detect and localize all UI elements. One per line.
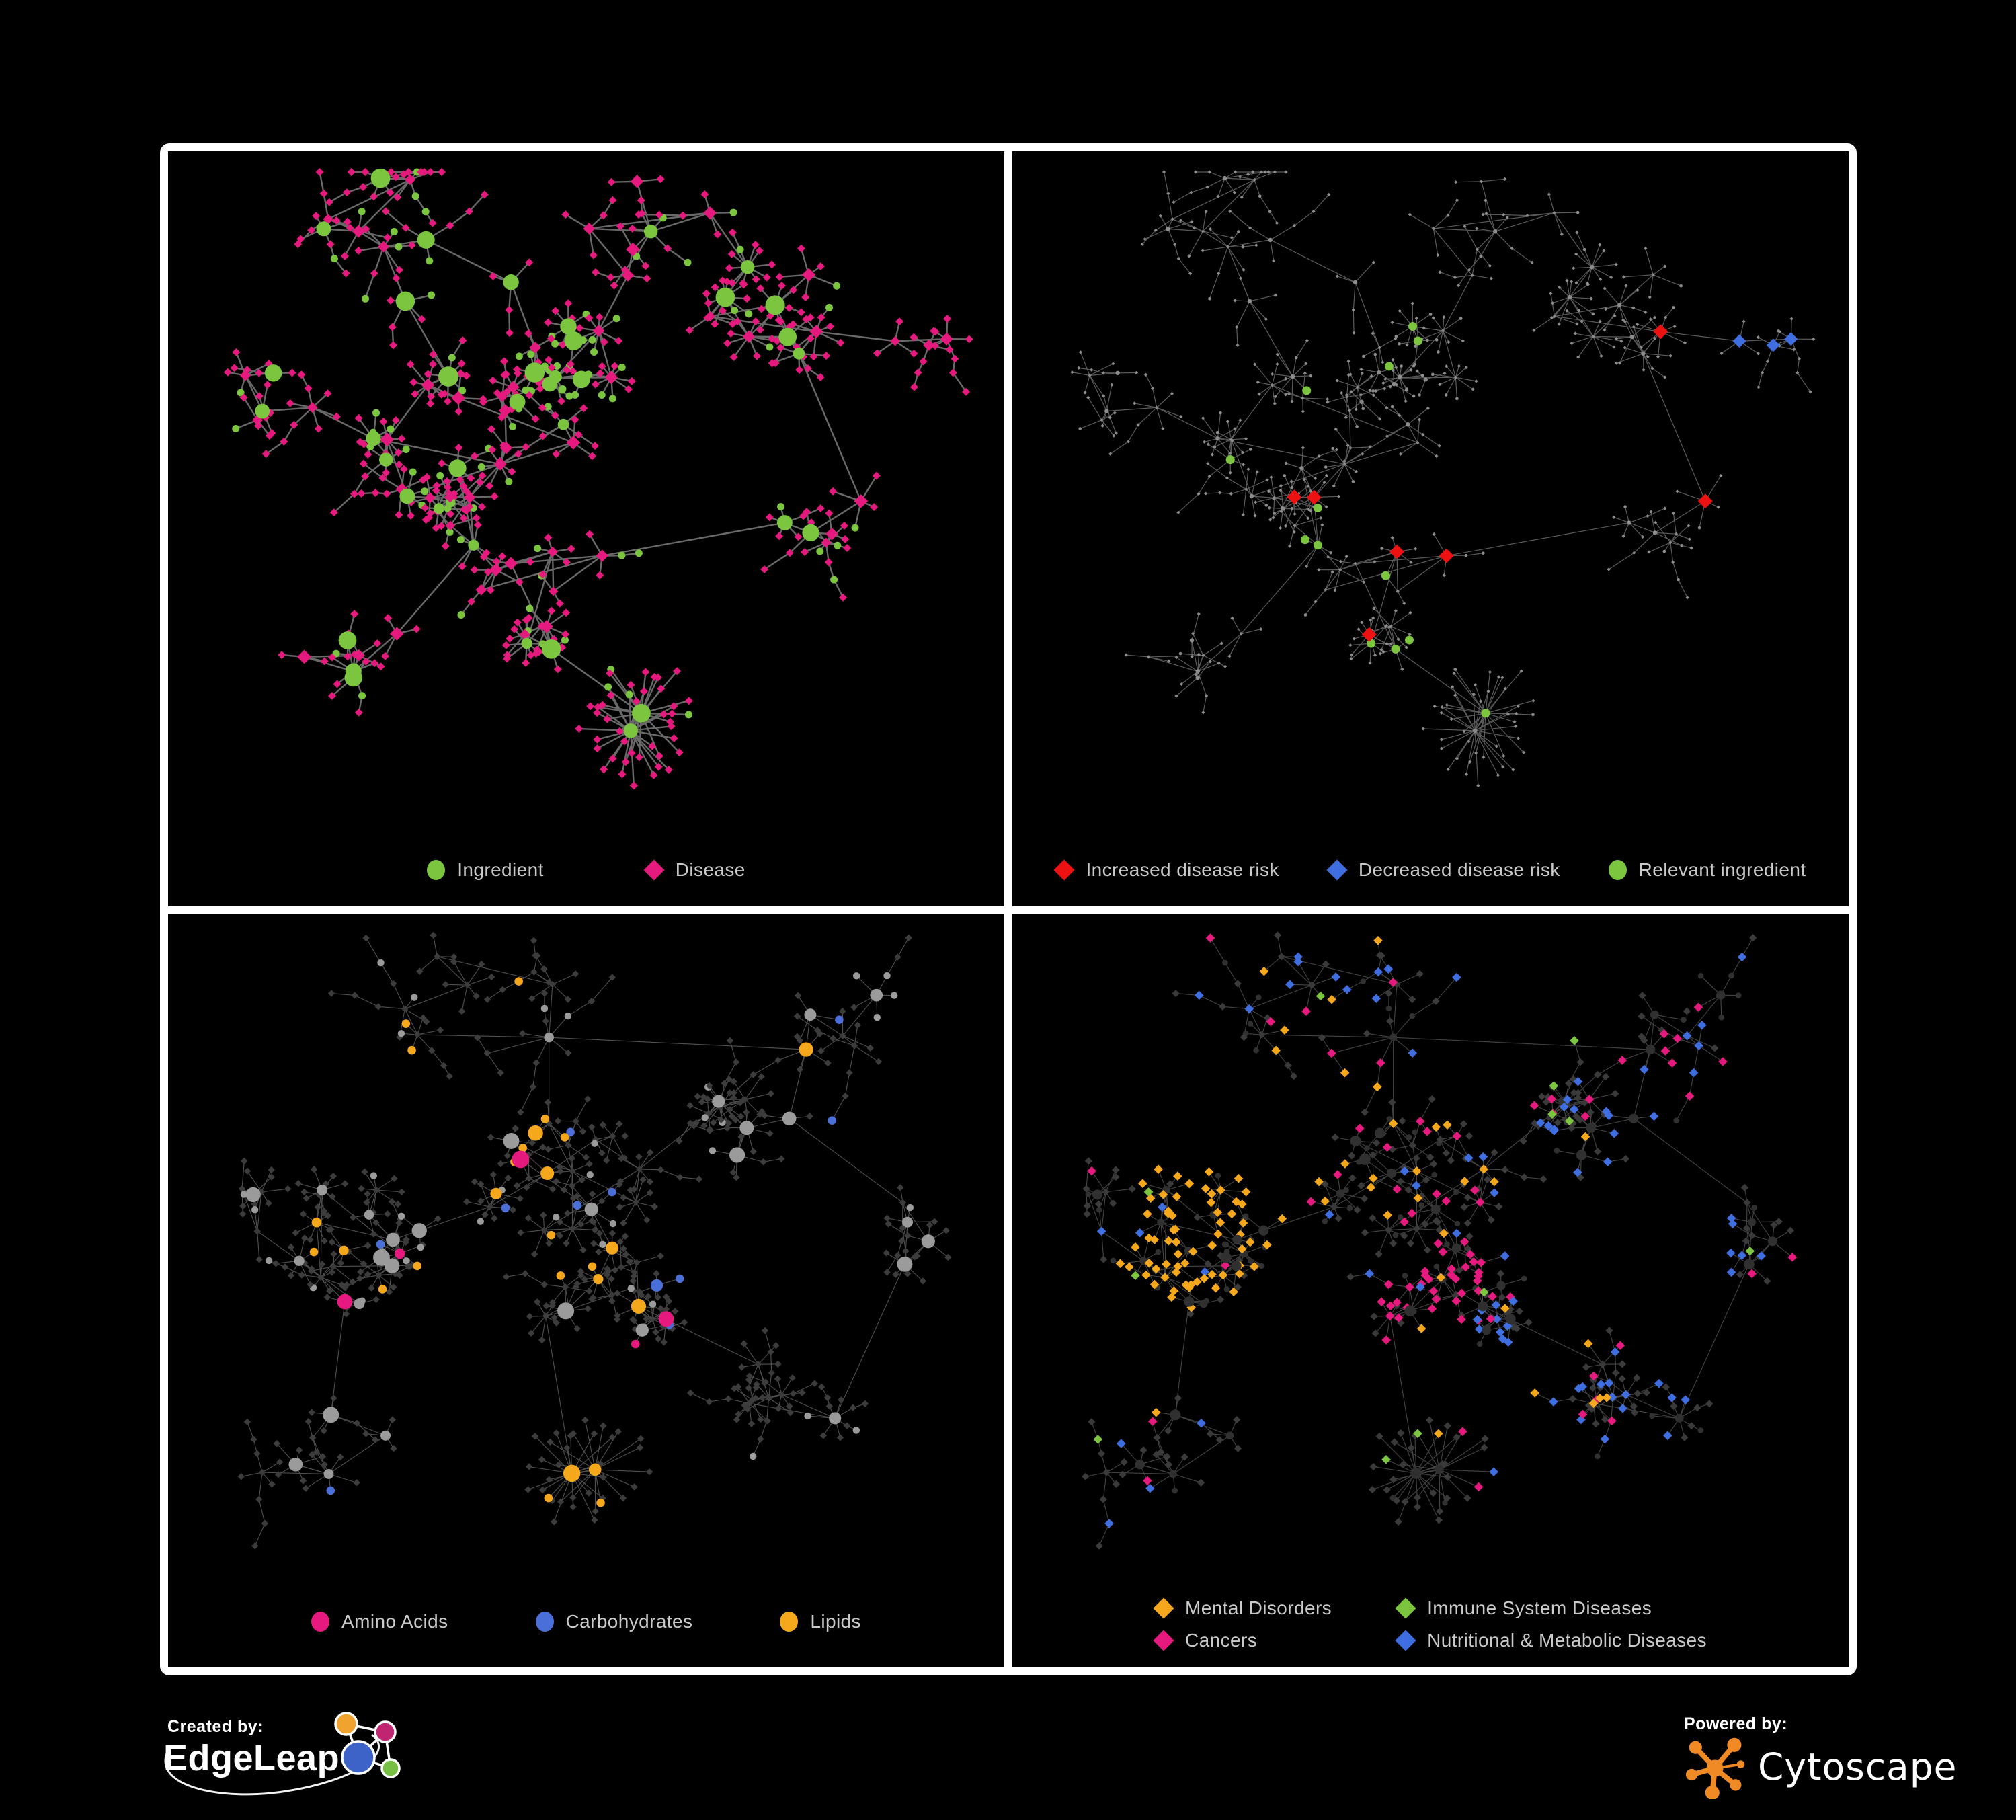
relevant-ingredient-marker-icon [1608, 860, 1627, 880]
legend-label: Nutritional & Metabolic Diseases [1427, 1630, 1707, 1651]
graph-nodes [237, 931, 952, 1550]
legend-label: Mental Disorders [1185, 1597, 1332, 1618]
powered-by-label: Powered by: [1684, 1714, 1788, 1733]
carbohydrates-marker-icon [535, 1612, 554, 1632]
legend-label: Lipids [810, 1611, 861, 1632]
legend-item: Relevant ingredient [1608, 859, 1806, 881]
mental-disorders-marker-icon [1153, 1597, 1174, 1619]
four-panel-frame: Ingredient Disease Increased disease ris… [160, 143, 1857, 1675]
network-graph-disease-categories [1082, 931, 1798, 1550]
legend-item: Cancers [1153, 1630, 1258, 1651]
legend-item: Disease [643, 859, 745, 881]
network-graph-nutrient-categories [237, 931, 952, 1550]
legend-item: Nutritional & Metabolic Diseases [1395, 1630, 1707, 1651]
legend-item: Increased disease risk [1053, 859, 1279, 881]
graph-nodes [1082, 931, 1798, 1550]
panel-disease-categories: Mental Disorders Immune System Diseases … [1012, 914, 1849, 1667]
lipids-marker-icon [780, 1612, 799, 1632]
legend-label: Amino Acids [341, 1611, 448, 1632]
legend-ingredient-disease: Ingredient Disease [168, 859, 1004, 881]
graph-edges [241, 935, 949, 1546]
graph-edges [227, 171, 969, 786]
network-graph-ingredient-disease [223, 168, 973, 790]
legend-label: Increased disease risk [1086, 859, 1279, 880]
network-graph-disease-risk [1070, 170, 1816, 788]
increased-risk-marker-icon [1053, 859, 1076, 881]
legend-label: Immune System Diseases [1427, 1597, 1652, 1618]
decreased-risk-marker-icon [1326, 859, 1348, 881]
disease-marker-icon [643, 859, 665, 881]
nutritional-metabolic-diseases-marker-icon [1395, 1630, 1416, 1651]
panel-disease-risk: Increased disease risk Decreased disease… [1012, 151, 1849, 906]
legend-label: Cancers [1185, 1630, 1258, 1651]
legend-item: Ingredient [427, 859, 544, 881]
legend-disease-risk: Increased disease risk Decreased disease… [1012, 859, 1849, 881]
cytoscape-credit: Powered by: [1684, 1714, 1957, 1815]
legend-item: Carbohydrates [535, 1611, 693, 1632]
legend-label: Decreased disease risk [1358, 859, 1560, 880]
legend-item: Mental Disorders [1153, 1597, 1332, 1619]
edgeleap-credit: Created by: EdgeLeap [163, 1712, 432, 1820]
legend-disease-categories: Mental Disorders Immune System Diseases … [1012, 1597, 1849, 1651]
legend-item: Decreased disease risk [1326, 859, 1560, 881]
legend-label: Carbohydrates [565, 1611, 693, 1632]
legend-label: Disease [675, 859, 745, 880]
legend-item: Lipids [780, 1611, 861, 1632]
edgeleap-logo-icon [334, 1712, 401, 1778]
graph-nodes [1070, 170, 1816, 788]
graph-edges [1072, 171, 1814, 786]
immune-system-diseases-marker-icon [1395, 1597, 1416, 1619]
legend-label: Ingredient [457, 859, 544, 880]
cancers-marker-icon [1153, 1630, 1174, 1651]
legend-label: Relevant ingredient [1638, 859, 1806, 880]
edgeleap-brand-text: EdgeLeap [163, 1738, 340, 1778]
cytoscape-logo-icon [1685, 1737, 1745, 1799]
panel-nutrient-categories: Amino Acids Carbohydrates Lipids [168, 914, 1004, 1667]
created-by-label: Created by: [167, 1717, 264, 1736]
cytoscape-brand-text: Cytoscape [1758, 1745, 1958, 1788]
legend-nutrient-categories: Amino Acids Carbohydrates Lipids [168, 1611, 1004, 1632]
legend-item: Amino Acids [311, 1611, 448, 1632]
legend-item: Immune System Diseases [1395, 1597, 1652, 1619]
panel-ingredient-disease: Ingredient Disease [168, 151, 1004, 906]
amino-acids-marker-icon [311, 1612, 330, 1632]
ingredient-marker-icon [427, 860, 446, 880]
graph-nodes [223, 168, 973, 790]
